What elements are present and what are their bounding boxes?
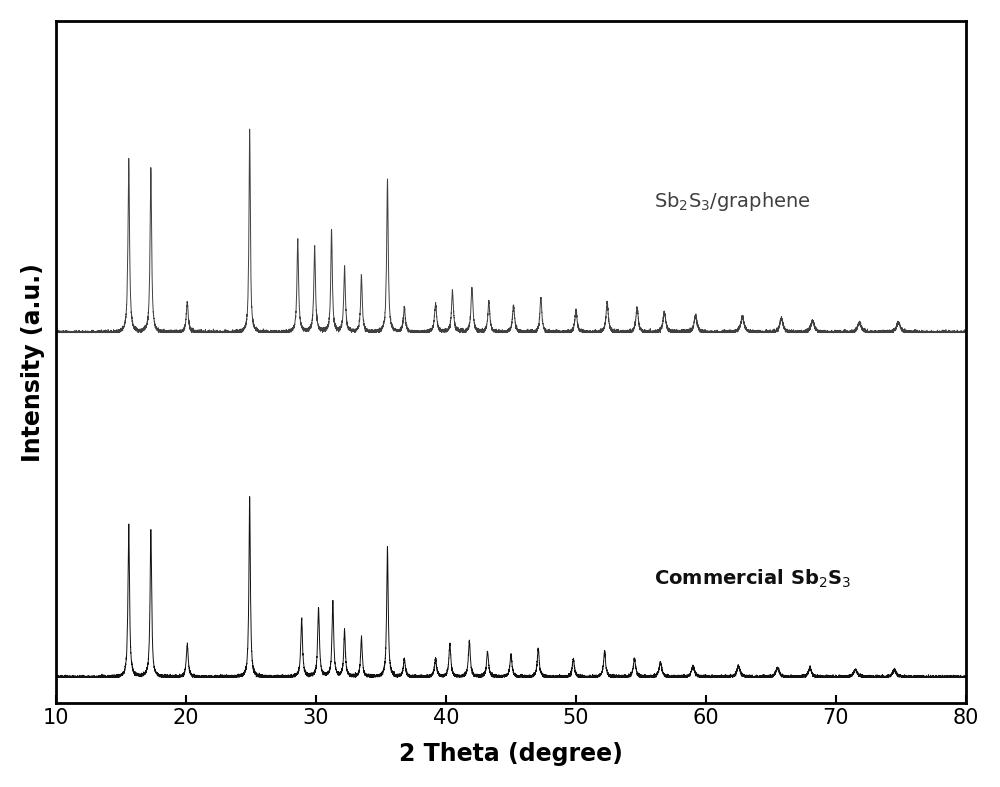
- X-axis label: 2 Theta (degree): 2 Theta (degree): [399, 742, 623, 767]
- Text: Sb$_2$S$_3$/graphene: Sb$_2$S$_3$/graphene: [654, 190, 811, 212]
- Text: Commercial Sb$_2$S$_3$: Commercial Sb$_2$S$_3$: [654, 567, 851, 590]
- Y-axis label: Intensity (a.u.): Intensity (a.u.): [21, 263, 45, 461]
